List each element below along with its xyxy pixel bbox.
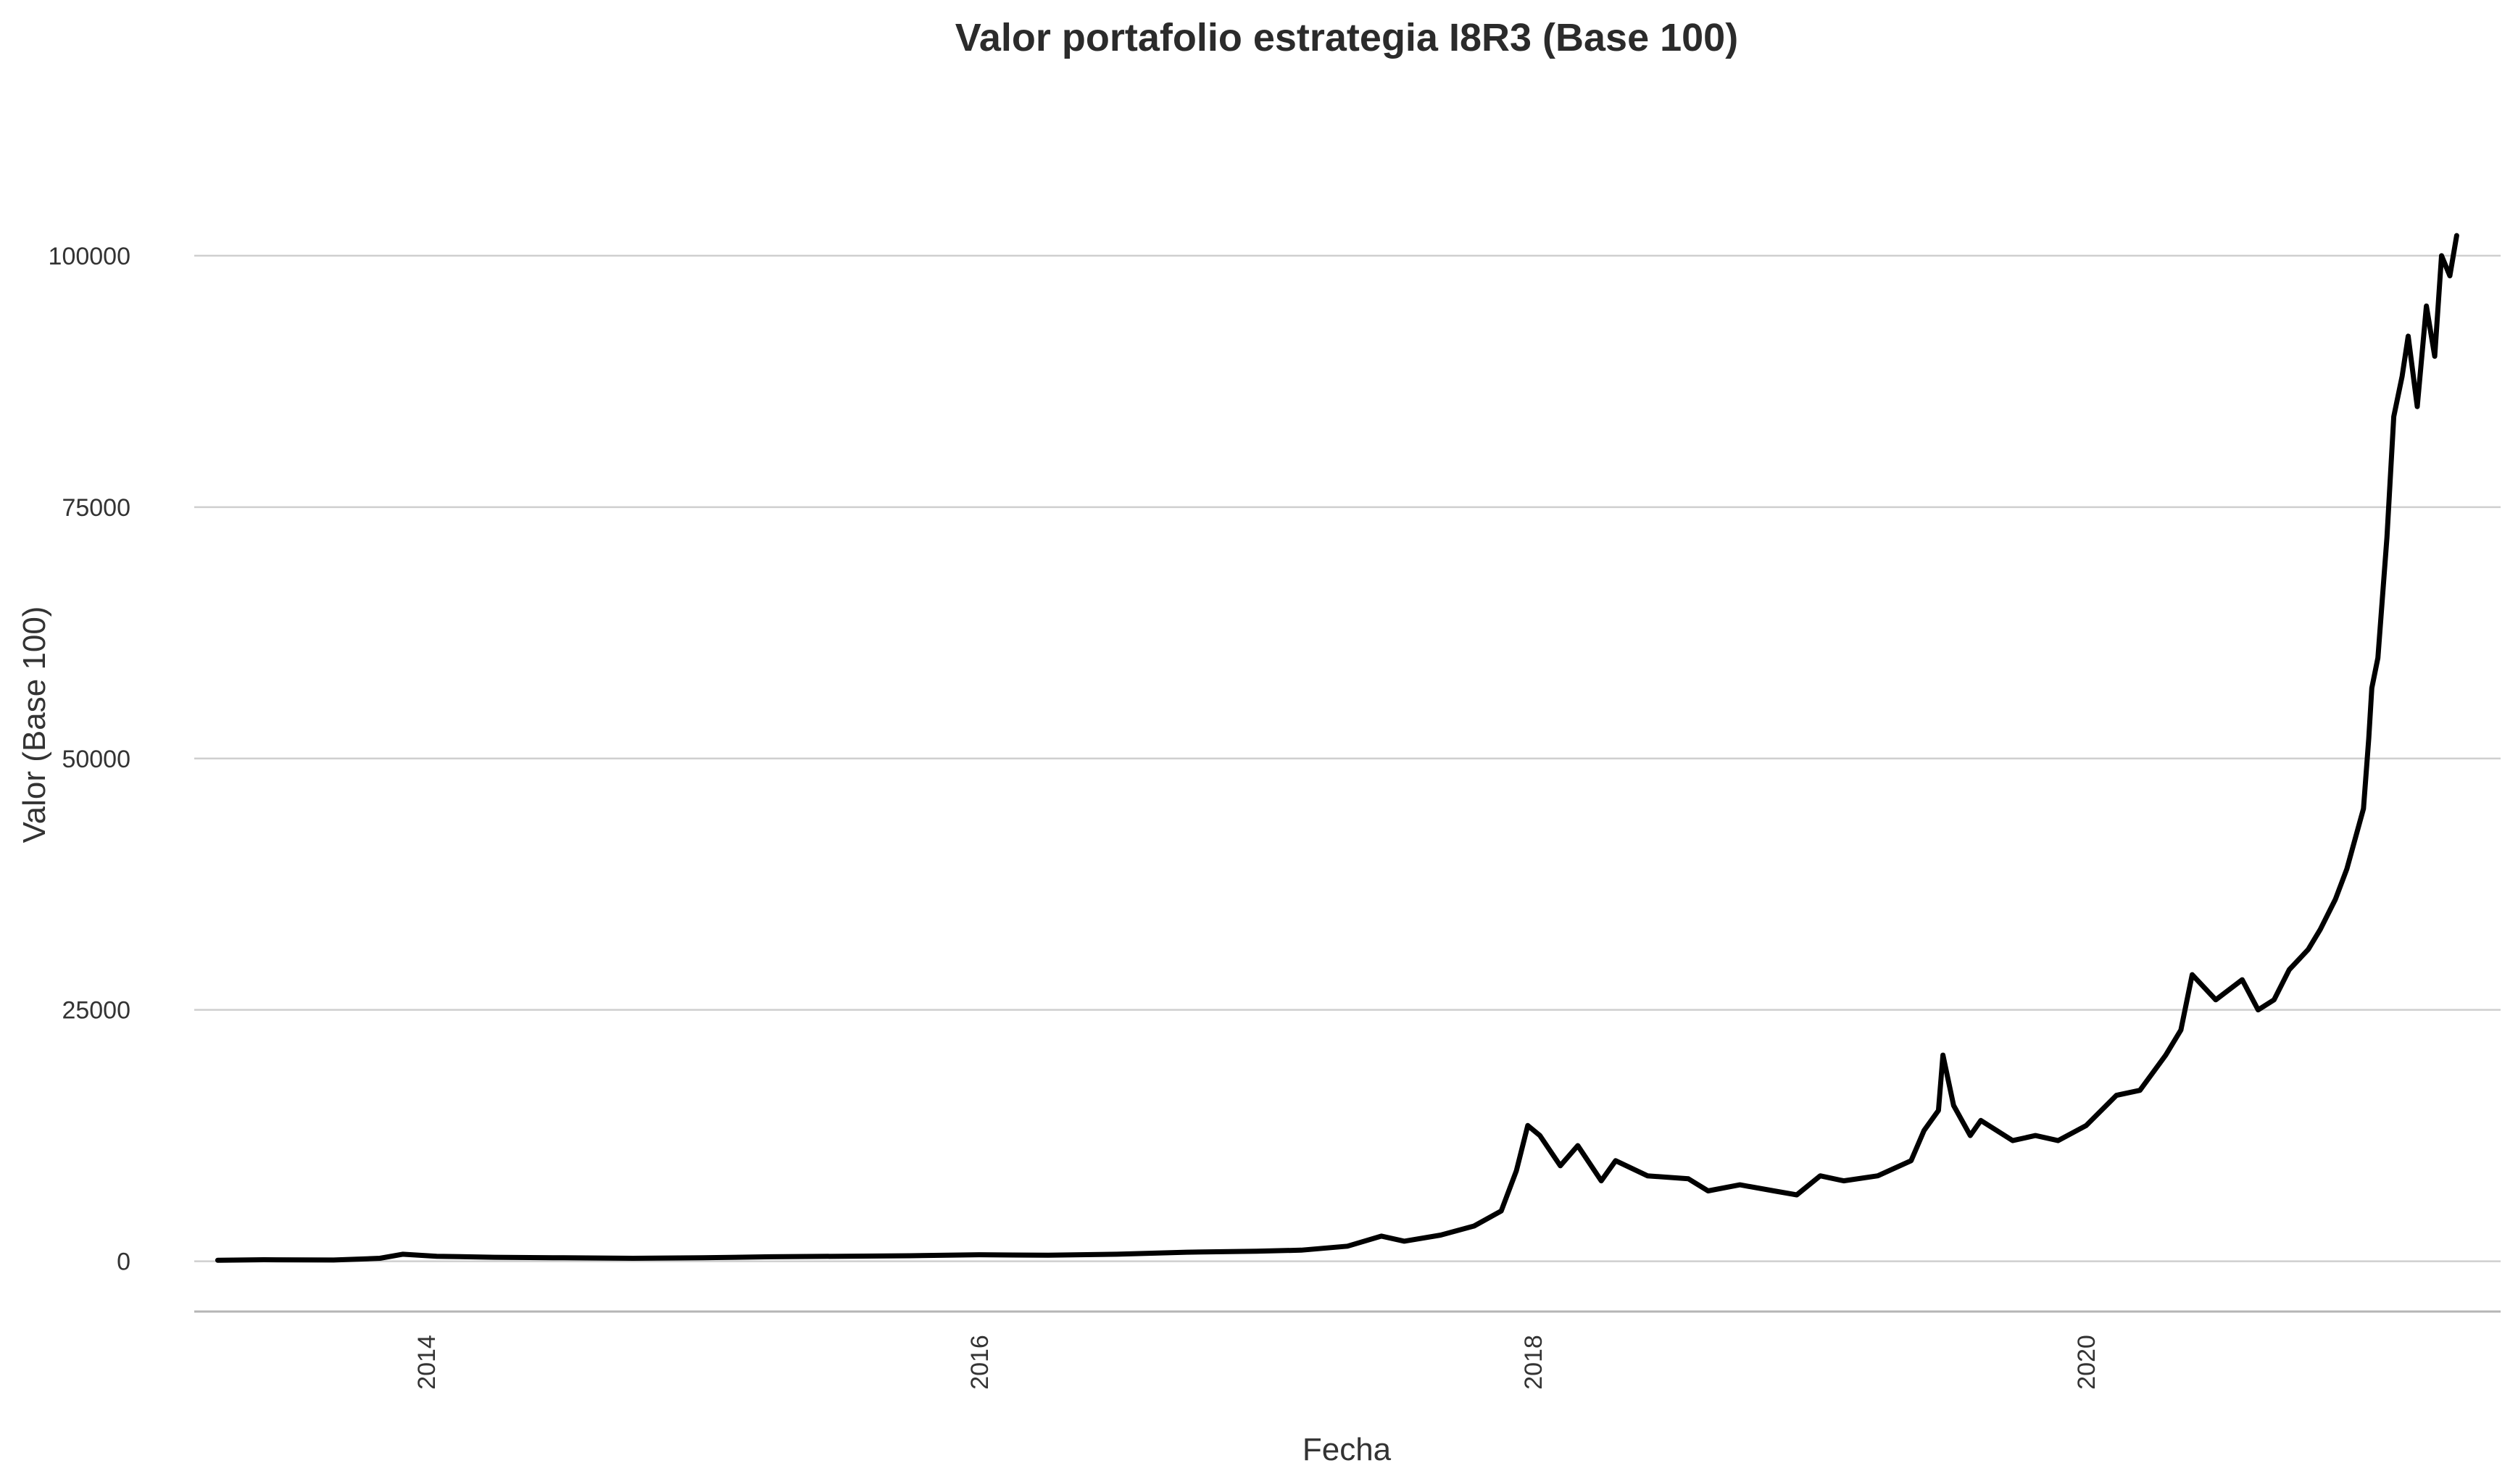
y-tick-label: 25000: [62, 997, 130, 1025]
y-tick-label: 75000: [62, 494, 130, 522]
x-tick-label: 2018: [1520, 1335, 1547, 1390]
x-tick-label: 2014: [413, 1335, 441, 1390]
y-axis-tick-labels: 0 25000 50000 75000 100000: [49, 243, 130, 1276]
y-tick-label: 50000: [62, 746, 130, 773]
x-tick-label: 2016: [966, 1335, 994, 1390]
y-axis-title: Valor (Base 100): [17, 606, 52, 843]
y-tick-label: 0: [117, 1249, 130, 1276]
chart-title: Valor portafolio estrategia I8R3 (Base 1…: [955, 16, 1738, 59]
series-layer: [215, 233, 2459, 1263]
x-tick-label: 2020: [2073, 1335, 2101, 1390]
x-axis-title: Fecha: [1302, 1432, 1392, 1467]
x-axis-tick-labels: 2014 2016 2018 2020: [413, 1335, 2101, 1390]
series-line: [215, 233, 2459, 1263]
gridlines: [194, 254, 2501, 1262]
y-tick-label: 100000: [49, 243, 130, 270]
